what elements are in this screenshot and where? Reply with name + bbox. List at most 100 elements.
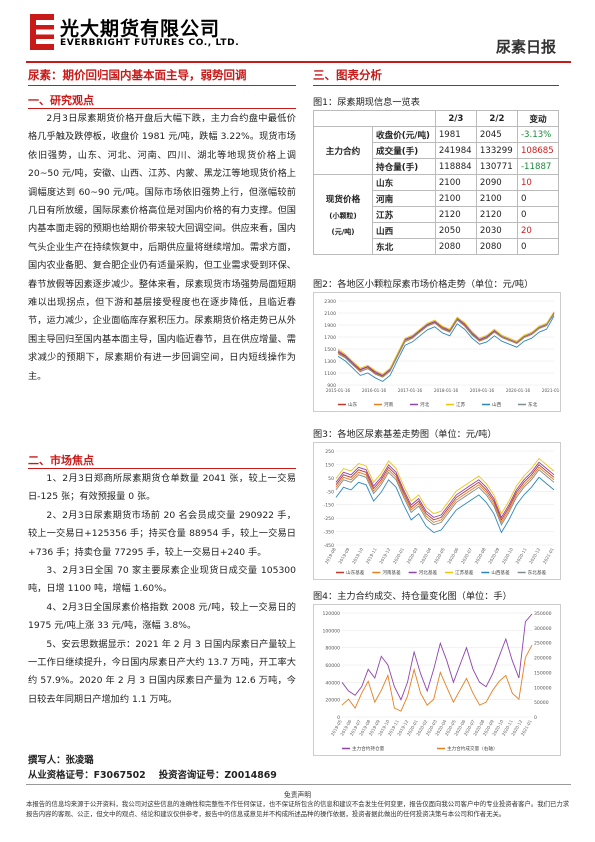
y-right-tick-label: 300000 [534,626,552,632]
section2-title: 二、市场焦点 [28,454,94,467]
legend-label: 河南基差 [382,569,401,576]
x-tick-label: 2020-09 [487,547,500,565]
company-name-cn: 光大期货有限公司 [60,18,221,40]
x-tick-label: 2020-07 [460,547,473,565]
cell-value: 2100 [434,174,477,191]
y-tick-label: 1500 [324,347,336,353]
y-right-tick-label: 200000 [534,656,552,662]
table-header-date1: 2/3 [434,110,477,127]
y-right-tick-label: 0 [534,715,537,721]
legend-label: 河北 [420,401,430,408]
y-tick-label: -250 [324,516,335,522]
focus-item: 4、2月3日全国尿素价格指数 2008 元/吨，较上一交易日的 1975 元/吨… [28,601,296,632]
cell-value: 2080 [475,238,518,255]
section1-rule [28,108,296,109]
x-tick-label: 2019-10 [351,547,364,565]
price-trend-chart: 2300 2100 1900 1700 1500 1300 1100 9002015-01-1… [313,292,561,412]
table-row: 东北 2080 2080 0 [314,238,560,255]
y-tick-label: 20000 [325,698,340,704]
table-header-row: 2/3 2/2 变动 [313,110,560,127]
row-label: 江苏 [372,206,436,223]
x-tick-label: 2021-01 [542,547,555,565]
license-line: 从业资格证号：F3067502 投资咨询证号：Z0014869 [28,770,277,781]
header-divider [26,61,571,63]
x-tick-label: 2019-08 [324,547,337,565]
y-tick-label: 1900 [324,323,336,329]
headline: 尿素：期价回归国内基本面主导，弱势回调 [28,68,247,82]
author-line: 撰写人：张凌璐 [28,755,94,766]
group-spot-price: 现货价格 (小颗粒) (元/吨) [313,174,373,255]
cell-change: 10 [516,174,560,191]
table-row: 山西 2050 2030 20 [314,222,560,239]
legend-label: 主力合约成交量（右轴） [447,745,498,752]
y-tick-label: 1100 [324,371,336,377]
cell-change: -3.13% [516,126,560,143]
cell-value: 1981 [434,126,477,143]
series-line [337,315,555,382]
series-line [335,457,555,515]
row-label: 河南 [372,190,436,207]
series-line [341,613,533,701]
fig3-caption: 图3：各地区尿素基差走势图（单位：元/吨） [313,429,497,440]
y-right-tick-label: 50000 [534,700,549,706]
x-tick-label: 2018-01-16 [434,388,459,393]
y-tick-label: 2100 [324,311,336,317]
x-tick-label: 2020-05 [433,547,446,565]
x-tick-label: 2016-01-16 [362,388,387,393]
series-line [335,464,555,521]
focus-item: 3、2月3日全国 70 家主要尿素企业现货日成交量 105300 吨，日增 11… [28,565,296,595]
table-header-empty [313,110,436,127]
series-line [341,644,533,712]
disclaimer-text: 本报告的信息均来源于公开资料，我公司对这些信息的准确性和完整性不作任何保证，也不… [26,800,570,818]
cell-value: 241984 [434,142,477,159]
y-tick-label: 40000 [325,680,340,686]
series-line [335,466,555,524]
cell-value: 133299 [475,142,518,159]
section3-title: 三、图表分析 [313,68,382,82]
focus-item: 2、2月3日尿素期货市场前 20 名会员成交量 290922 手，较上一交易日+… [28,509,296,558]
x-tick-label: 2020-04 [419,547,432,565]
y-tick-label: -350 [324,530,335,536]
research-view-text: 2月3日尿素期货价格开盘后大幅下跌，主力合约盘中最低价格几乎触及跌停板，收盘价 … [28,113,296,382]
fig2-caption: 图2：各地区小颗粒尿素市场价格走势（单位：元/吨） [313,279,534,290]
group-main-contract: 主力合约 [313,126,373,175]
market-focus-list: 1、2月3日郑商所尿素期货仓单数量 2041 张，较上一交易日-125 张；有效… [28,470,296,709]
section3-rule [313,85,559,86]
y-tick-label: 900 [327,383,336,389]
y-tick-label: 100000 [322,628,340,634]
section2-rule [28,468,296,469]
series-line [335,469,555,526]
cell-change: -11887 [516,158,560,175]
cell-value: 2050 [434,222,477,239]
cell-value: 2090 [475,174,518,191]
cell-change: 108685 [516,142,560,159]
focus-item: 5、安云思数据显示：2021 年 2 月 3 日国内尿素日产量较上一工作日继续提… [28,638,296,705]
focus-item: 1、2月3日郑商所尿素期货仓单数量 2041 张，较上一交易日-125 张；有效… [28,473,296,503]
y-tick-label: 2300 [324,299,336,305]
legend-label: 河北基差 [419,569,438,576]
row-label: 山西 [372,222,436,239]
cell-value: 2100 [475,190,518,207]
x-tick-label: 2020-01-16 [506,388,531,393]
legend-label: 山东基差 [346,569,365,576]
y-right-tick-label: 100000 [534,685,552,691]
x-tick-label: 2019-11 [365,547,378,565]
y-tick-label: -450 [324,543,335,549]
legend-label: 山西基差 [491,569,510,576]
series-line [335,461,555,519]
series-line [335,476,555,534]
group-spot-line3: (元/吨) [331,227,355,236]
y-tick-label: -150 [324,503,335,509]
y-tick-label: 0 [337,715,340,721]
legend-label: 江苏 [456,401,466,408]
report-type-title: 尿素日报 [496,38,557,56]
research-view-paragraph: 2月3日尿素期货价格开盘后大幅下跌，主力合约盘中最低价格几乎触及跌停板，收盘价 … [28,110,296,386]
group-spot-line1: 现货价格 [325,194,361,205]
legend-label: 主力合约持仓量 [352,745,385,752]
x-tick-label: 2020-03 [406,547,419,565]
legend-label: 东北基差 [528,569,547,576]
y-tick-label: -50 [326,489,334,495]
y-tick-label: 150 [325,462,334,468]
y-tick-label: 1700 [324,335,336,341]
table-row: 主力合约 收盘价(元/吨) 1981 2045 -3.13% [313,126,560,175]
